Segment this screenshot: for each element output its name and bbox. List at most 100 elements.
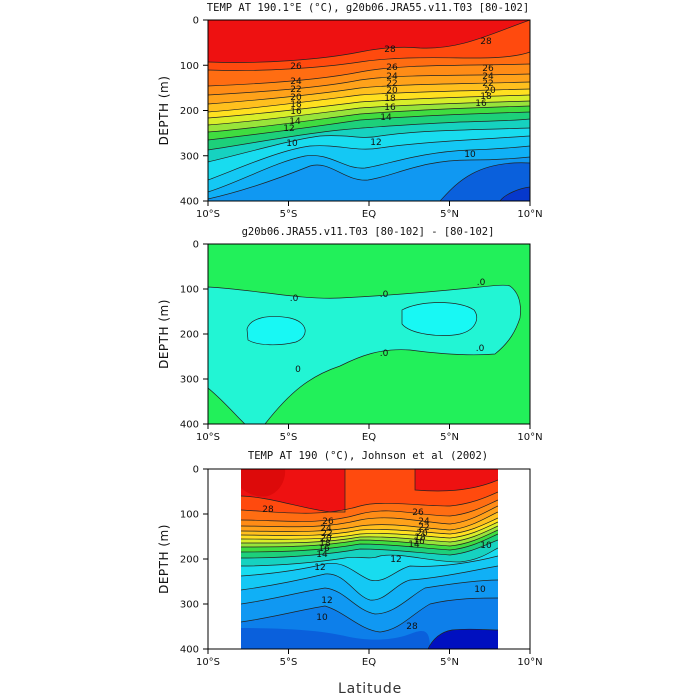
contour-label: 20: [484, 86, 496, 96]
panel1-contour-field: [208, 20, 530, 201]
contour-label: 22: [290, 85, 301, 95]
contour-label: 24: [290, 77, 302, 87]
panel3-xtick-label: 10°N: [517, 657, 542, 668]
panel1-ytick-label: 0: [193, 16, 199, 27]
contour-label: 28: [384, 45, 396, 55]
contour-label: 26: [290, 62, 302, 72]
contour-label: .0: [380, 349, 389, 359]
contour-label: 12: [390, 555, 401, 565]
panel2-ytick-label: 0: [193, 240, 199, 251]
panel1-contour-lines: [208, 20, 530, 201]
contour-label: 20: [320, 534, 332, 544]
panel3-ytick-label: 300: [180, 600, 199, 611]
contour-label: 20: [290, 93, 302, 103]
panel2-xtick-label: 5°N: [440, 432, 459, 443]
contour-label: 10: [480, 541, 492, 551]
panel1-xtick-label: 10°S: [196, 209, 220, 220]
panel1-ytick-label: 200: [180, 106, 199, 117]
layer-11: [500, 187, 530, 201]
obs-layer-30: [241, 469, 286, 497]
panel2-xtick-label: 5°S: [280, 432, 298, 443]
contour-label: .0: [477, 278, 486, 288]
panel3-ytick-label: 0: [193, 465, 199, 476]
panel3-y-axis-title: DEPTH (m): [157, 524, 171, 594]
contour-label: 22: [482, 79, 493, 89]
panel1-xtick-label: 5°N: [440, 209, 459, 220]
panel1-ytick-label: 400: [180, 197, 199, 208]
contour-label: 14: [380, 113, 392, 123]
obs-layer-10: [428, 629, 498, 649]
contour-label: 16: [318, 544, 330, 554]
diff-zero-north-cell: [401, 302, 477, 336]
panel1-xtick-label: 10°N: [517, 209, 542, 220]
contour-label: 12: [321, 596, 332, 606]
panel2-title: g20b06.JRA55.v11.T03 [80-102] - [80-102]: [242, 226, 495, 238]
contour-label: 24: [418, 517, 430, 527]
panel2-xtick-label: EQ: [362, 432, 376, 443]
panel1-ytick-label: 100: [180, 61, 199, 72]
panel3-ytick-label: 200: [180, 555, 199, 566]
contour-label: 10: [286, 139, 298, 149]
contour-label: 18: [384, 94, 396, 104]
panel1-ytick-label: 300: [180, 151, 199, 162]
contour-label: 18: [480, 92, 492, 102]
contour-label: 16: [475, 99, 487, 109]
contour-label: 20: [416, 529, 428, 539]
contour-label: 26: [412, 508, 424, 518]
contour-label: 26: [322, 517, 334, 527]
panel1-xtick-label: EQ: [362, 209, 376, 220]
contour-label: 24: [482, 72, 494, 82]
panel3-ytick-label: 400: [180, 645, 199, 656]
contour-label: 16: [413, 537, 425, 547]
panel2-xtick-label: 10°S: [196, 432, 220, 443]
contour-label: 16: [384, 103, 396, 113]
contour-label: 10: [464, 150, 476, 160]
contour-label: 26: [482, 64, 494, 74]
panel3-ytick-label: 100: [180, 510, 199, 521]
panel1-contour-labels: 2624222018161412102826242220181614121028…: [283, 37, 496, 160]
panel-model-temperature: TEMP AT 190.1°E (°C), g20b06.JRA55.v11.T…: [157, 2, 543, 220]
contour-label: 24: [386, 72, 398, 82]
contour-label: 12: [283, 124, 294, 134]
layer-12: [440, 162, 530, 201]
panel3-xtick-label: EQ: [362, 657, 376, 668]
panel2-y-axis-title: DEPTH (m): [157, 299, 171, 369]
contour-label: 12: [370, 138, 381, 148]
contour-label: 18: [414, 533, 426, 543]
panel3-xtick-label: 10°S: [196, 657, 220, 668]
panel3-contour-field: [241, 469, 498, 649]
contour-label: 28: [262, 505, 274, 515]
contour-label: 14: [316, 550, 328, 560]
contour-label: 0: [295, 365, 301, 375]
contour-label: 22: [418, 523, 429, 533]
contour-label: .0: [476, 344, 485, 354]
x-axis-title: Latitude: [338, 681, 402, 697]
contour-label: 18: [319, 539, 331, 549]
contour-label: 20: [386, 86, 398, 96]
panel3-title: TEMP AT 190 (°C), Johnson et al (2002): [248, 450, 488, 462]
contour-label: 26: [386, 63, 398, 73]
panel2-ytick-label: 300: [180, 375, 199, 386]
contour-label: .0: [290, 294, 299, 304]
contour-label: .0: [380, 290, 389, 300]
contour-label: 22: [321, 529, 332, 539]
panel1-xtick-label: 5°S: [280, 209, 298, 220]
contour-label: 10: [316, 613, 328, 623]
panel1-y-axis-title: DEPTH (m): [157, 76, 171, 146]
contour-label: 28: [480, 37, 492, 47]
panel3-contour-lines: [241, 469, 498, 649]
panel2-ytick-label: 200: [180, 330, 199, 341]
diff-zero-south-cell: [246, 316, 306, 346]
panel3-xtick-label: 5°N: [440, 657, 459, 668]
panel2-contour-field: [208, 244, 530, 424]
obs-layer-11: [241, 628, 430, 649]
contour-label: 22: [386, 79, 397, 89]
contour-label: 10: [474, 585, 486, 595]
contour-label: 18: [290, 100, 302, 110]
panel-difference: g20b06.JRA55.v11.T03 [80-102] - [80-102]…: [157, 226, 543, 443]
panel3-contour-labels: 2826242220181614122624222018161412121010…: [262, 505, 492, 632]
